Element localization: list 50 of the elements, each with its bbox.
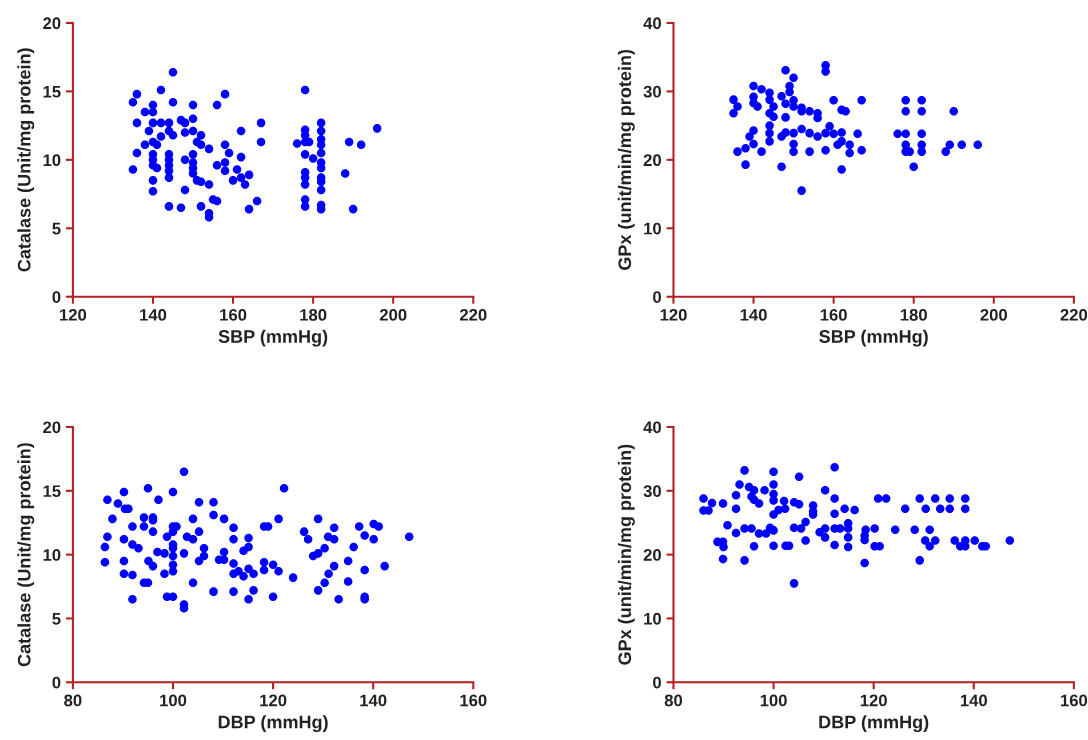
y-tick-label: 0 [52, 676, 61, 689]
y-tick-label: 15 [43, 485, 61, 498]
y-axis-title: Catalase (Unit/mg protein) [17, 443, 35, 667]
x-tick-label: 120 [860, 694, 887, 707]
x-tick-label: 140 [360, 694, 387, 707]
x-tick-label: 120 [660, 308, 687, 321]
y-axis-title: GPx (unit/min/mg protein) [617, 444, 635, 665]
y-tick-label: 10 [644, 612, 661, 625]
y-axis-title: Catalase (Unit/mg protein) [17, 48, 35, 272]
x-axis-title: SBP (mmHg) [819, 329, 928, 347]
y-tick-label: 10 [644, 222, 661, 235]
x-tick-label: 200 [379, 308, 407, 321]
x-tick-label: 220 [1060, 308, 1088, 321]
x-tick-label: 160 [820, 308, 847, 321]
x-tick-label: 120 [260, 694, 287, 707]
y-tick-label: 5 [52, 613, 61, 625]
y-tick-label: 0 [653, 676, 661, 689]
x-tick-label: 180 [900, 308, 927, 321]
x-tick-label: 80 [64, 694, 82, 707]
y-tick-label: 40 [643, 17, 661, 30]
x-tick-label: 80 [664, 694, 683, 707]
y-tick-label: 20 [43, 421, 61, 434]
y-tick-label: 5 [52, 222, 61, 235]
y-tick-label: 30 [643, 485, 661, 498]
y-tick-label: 20 [43, 17, 61, 30]
x-axis-title: DBP (mmHg) [218, 715, 328, 733]
y-tick-label: 30 [643, 85, 661, 98]
x-tick-label: 100 [760, 694, 787, 707]
y-tick-label: 10 [43, 154, 61, 167]
y-tick-label: 20 [643, 549, 661, 561]
x-tick-label: 220 [459, 308, 487, 321]
y-tick-label: 0 [653, 291, 661, 303]
y-tick-label: 15 [43, 85, 61, 98]
x-tick-label: 160 [220, 308, 247, 321]
y-tick-label: 10 [43, 549, 61, 561]
x-tick-label: 160 [460, 694, 487, 707]
x-tick-label: 120 [60, 308, 87, 321]
y-tick-label: 0 [52, 291, 61, 303]
y-tick-label: 20 [643, 154, 661, 167]
x-tick-label: 100 [160, 694, 187, 707]
x-tick-label: 200 [980, 308, 1007, 321]
y-axis-title: GPx (unit/min/mg protein) [617, 49, 635, 270]
x-axis-title: DBP (mmHg) [819, 715, 929, 733]
x-tick-label: 160 [1061, 694, 1088, 707]
y-tick-label: 40 [643, 421, 661, 434]
x-tick-label: 140 [740, 308, 767, 321]
x-tick-label: 140 [960, 694, 987, 707]
x-tick-label: 140 [140, 308, 167, 321]
x-tick-label: 180 [300, 308, 327, 321]
x-axis-title: SBP (mmHg) [218, 329, 328, 347]
